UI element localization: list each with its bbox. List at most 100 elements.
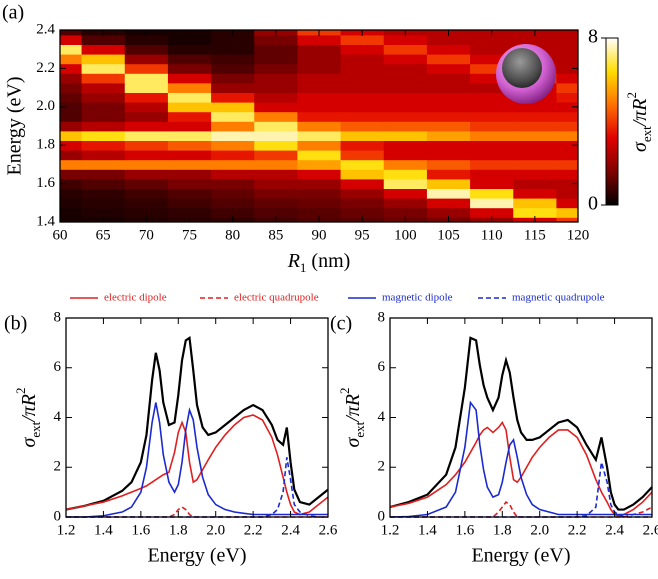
heatmap-cell [340,150,385,161]
y-tick-label: 6 [378,359,386,375]
heatmap-cell [426,54,471,65]
heatmap-cell [513,198,558,209]
heatmap-cell [124,130,169,141]
heatmap-cell [426,92,471,103]
heatmap-cell [81,92,126,103]
y-axis-label: Energy (eV) [4,76,26,175]
heatmap-cell [254,121,299,132]
heatmap-cell [383,140,428,151]
heatmap-cell [297,130,342,141]
x-tick-label: 2.2 [244,522,263,538]
y-tick-label: 8 [378,309,386,325]
y-tick-label: 2 [54,459,62,475]
heatmap-cell [340,63,385,74]
y-tick-label: 8 [54,309,62,325]
heatmap-cell [383,121,428,132]
x-tick-label: 2.4 [281,522,300,538]
x-axis-label: Energy (eV) [147,545,246,567]
heatmap-cell [297,102,342,113]
heatmap-cell [167,150,212,161]
heatmap-cell [254,73,299,84]
series-line [66,457,328,518]
heatmap-cell [124,159,169,170]
heatmap-cell [297,63,342,74]
heatmap-cell [513,140,558,151]
heatmap-cell [426,188,471,199]
y-tick-label: 6 [54,359,62,375]
heatmap-cell [340,169,385,180]
heatmap-cell [426,111,471,122]
heatmap-cell [60,82,83,93]
y-tick-label: 4 [54,409,62,425]
heatmap-cell [513,111,558,122]
heatmap-cell [167,198,212,209]
heatmap-cell [81,178,126,189]
heatmap-cell [513,130,558,141]
x-axis-label: Energy (eV) [471,545,570,567]
heatmap-cell [254,82,299,93]
heatmap-cell [124,73,169,84]
heatmap-cell [556,159,578,170]
heatmap-cell [81,82,126,93]
heatmap-cell [340,54,385,65]
series-line [65,414,329,516]
heatmap-cell [556,82,578,93]
y-axis-label: σext/πR2 [13,387,43,447]
heatmap-cell [383,207,428,218]
heatmap-cell [383,44,428,55]
series-line [390,462,652,518]
heatmap-cell [513,34,558,45]
heatmap-cell [81,140,126,151]
y-tick-label: 2.0 [36,98,55,114]
x-tick-label: 120 [567,227,590,243]
heatmap-cell [470,178,514,189]
heatmap-cell [470,34,514,45]
heatmap-cell [211,92,255,103]
plot-frame [389,317,653,518]
label-rest: /πR [342,394,364,423]
heatmap-cell [60,44,83,55]
heatmap-cell [297,198,342,209]
heatmap-cell [81,73,126,84]
heatmap-cell [383,159,428,170]
heatmap-cell [81,198,126,209]
heatmap-cell [426,150,471,161]
heatmap-cell [470,188,514,199]
heatmap-cell [297,92,342,103]
heatmap-cell [426,82,471,93]
heatmap-cell [297,44,342,55]
heatmap-cell [167,207,212,218]
heatmap-cell [211,198,255,209]
heatmap-cell [60,121,83,132]
heatmap-cell [470,73,514,84]
x-tick-label: 2.0 [530,522,549,538]
heatmap-cell [254,150,299,161]
heatmap-cell [211,121,255,132]
heatmap-cell [167,140,212,151]
label-rest: /πR [18,394,40,423]
heatmap-cell [124,34,169,45]
x-tick-label: 105 [437,227,460,243]
heatmap-cell [254,169,299,180]
heatmap-cell [556,54,578,65]
heatmap-cell [470,44,514,55]
heatmap-cell [167,102,212,113]
label-unit: (nm) [311,250,350,272]
heatmap-cell [426,73,471,84]
heatmap-cell [124,198,169,209]
x-tick-label: 65 [96,227,111,243]
heatmap-cell [60,54,83,65]
heatmap-cell [167,188,212,199]
heatmap-cell [426,140,471,151]
y-tick-label: 1.6 [36,175,55,191]
heatmap-cell [124,188,169,199]
heatmap-cell [167,54,212,65]
heatmap-cell [383,102,428,113]
legend-label: electric quadrupole [234,292,319,304]
heatmap-cell [426,44,471,55]
panel-label: (b) [4,313,27,335]
heatmap-cell [340,198,385,209]
label-sup: 2 [337,387,352,394]
x-tick-label: 70 [139,227,154,243]
heatmap-cell [124,207,169,218]
